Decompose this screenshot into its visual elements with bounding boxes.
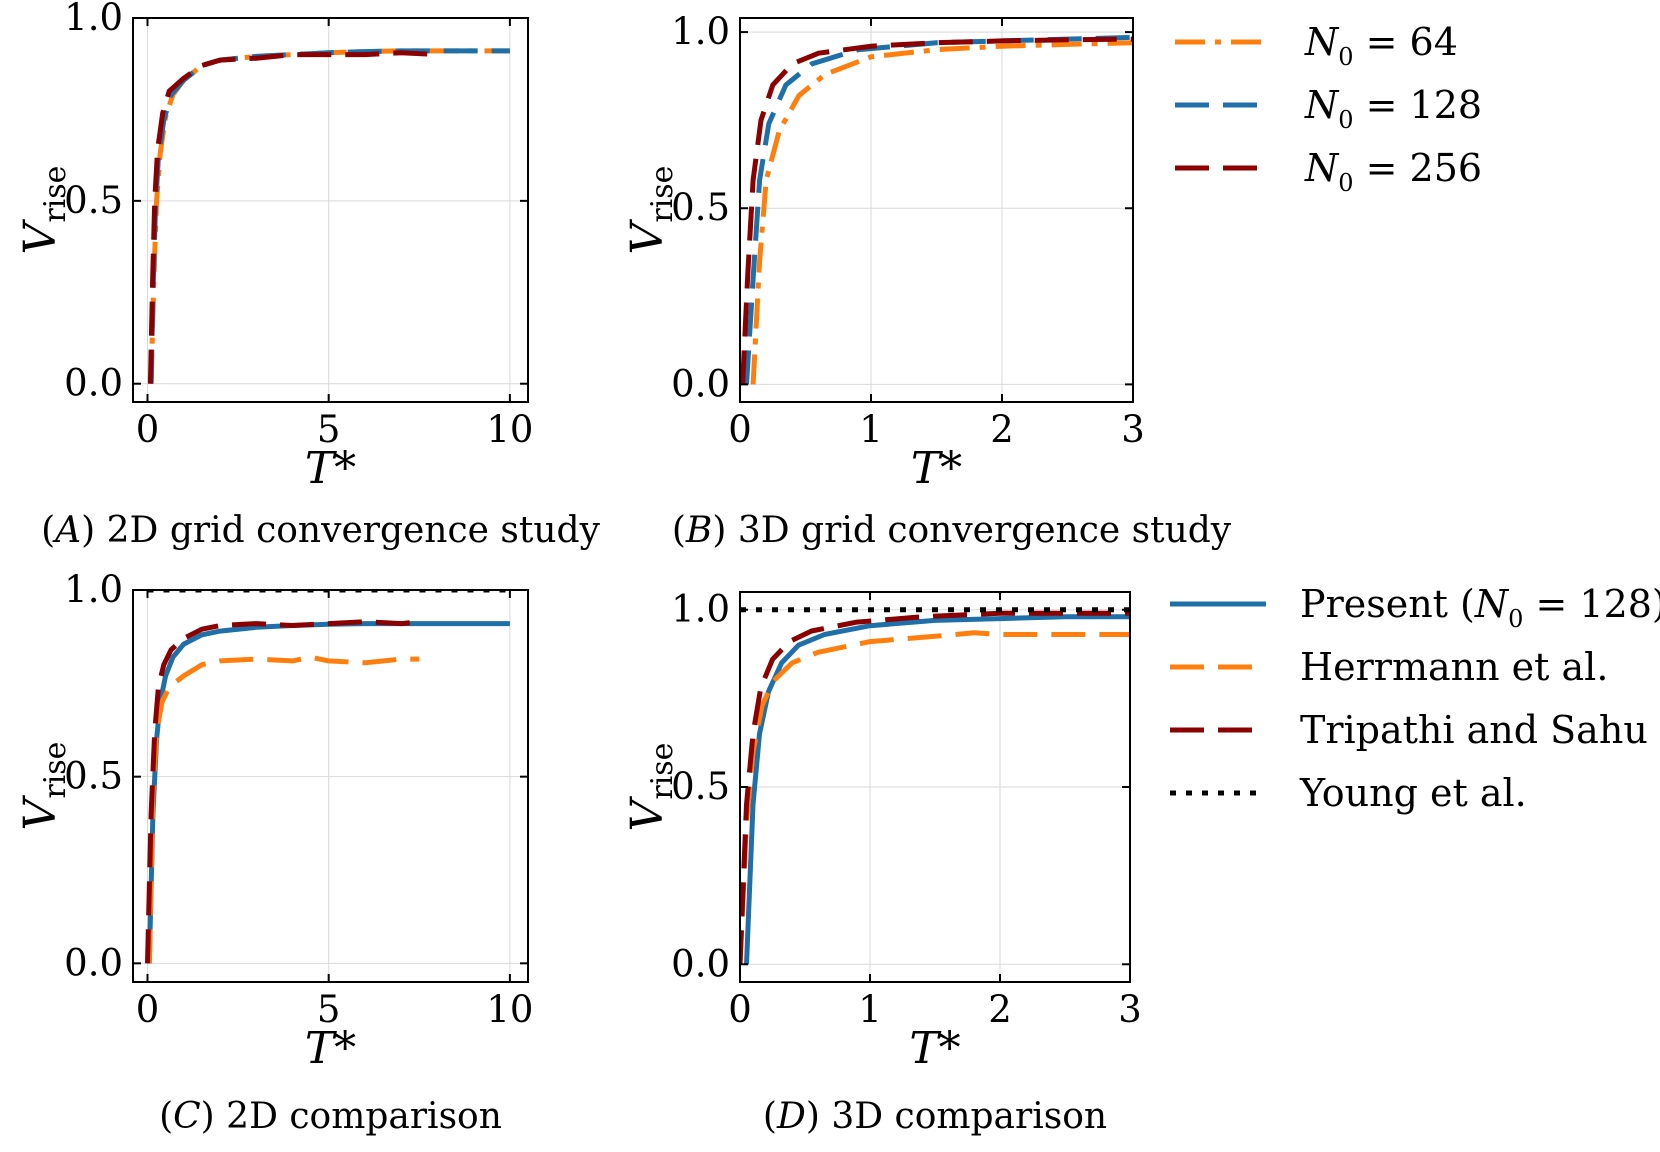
legend-label-N0_128: N0 = 128 <box>1304 83 1482 134</box>
xtick-label: 0 <box>728 408 752 451</box>
series-D-2 <box>740 610 1130 965</box>
ytick-label: 0.5 <box>64 755 123 798</box>
ytick-label: 1.0 <box>671 10 730 53</box>
series-B-2 <box>740 36 1133 385</box>
xtick-label: 2 <box>990 408 1014 451</box>
xtick-label: 3 <box>1121 408 1145 451</box>
caption-D: (D) 3D comparison <box>763 1096 1107 1137</box>
y-axis-label: Vrise <box>15 166 73 255</box>
series-C-0 <box>146 621 510 964</box>
x-axis-label: T* <box>305 443 356 494</box>
xtick-label: 2 <box>988 988 1012 1031</box>
xtick-label: 0 <box>136 408 160 451</box>
ytick-label: 0.5 <box>64 179 123 222</box>
xtick-label: 10 <box>486 408 533 451</box>
panel-B: 0 1 2 3 0.0 0.5 1.0 T* Vrise (B) 3D grid converge… <box>622 10 1232 551</box>
legend-label-N0_64: N0 = 64 <box>1304 20 1458 71</box>
xtick-label: 5 <box>317 988 341 1031</box>
ytick-label: 0.5 <box>671 765 730 808</box>
ytick-label: 0.0 <box>671 362 730 405</box>
axes-frame-C <box>132 589 529 983</box>
series-B-1 <box>744 34 1133 385</box>
xtick-label: 0 <box>728 988 752 1031</box>
panel-A: 0 5 10 0.0 0.5 1.0 T* Vrise (A) 2D grid converge… <box>15 0 601 551</box>
ytick-label: 1.0 <box>64 568 123 611</box>
series-B-0 <box>750 40 1133 385</box>
xtick-label: 3 <box>1118 988 1142 1031</box>
xtick-label: 1 <box>858 988 882 1031</box>
caption-B: (B) 3D grid convergence study <box>672 510 1232 551</box>
axes-frame-A <box>132 17 529 403</box>
xtick-label: 5 <box>317 408 341 451</box>
x-axis-label: T* <box>305 1023 356 1074</box>
caption-A: (A) 2D grid convergence study <box>41 510 600 551</box>
legend-label-herrmann: Herrmann et al. <box>1300 645 1608 689</box>
series-C-2 <box>145 619 420 964</box>
y-axis-label: Vrise <box>15 742 73 831</box>
series-D-1 <box>740 630 1130 965</box>
y-axis-label: Vrise <box>622 166 680 255</box>
series-A-1 <box>148 48 510 384</box>
legend-label-tripathi: Tripathi and Sahu <box>1300 708 1648 752</box>
x-axis-label: T* <box>909 1023 960 1074</box>
series-A-2 <box>147 50 438 384</box>
xtick-label: 10 <box>486 988 533 1031</box>
legend-label-present: Present (N0 = 128) <box>1300 582 1660 633</box>
series-A-0 <box>148 48 510 384</box>
xtick-label: 1 <box>859 408 883 451</box>
panel-D: 0 1 2 3 0.0 0.5 1.0 T* Vrise (D) 3D comparison <box>622 588 1142 1137</box>
legend-label-young: Young et al. <box>1299 771 1527 815</box>
legend-top: N0 = 64 N0 = 128 N0 = 256 <box>1175 20 1482 197</box>
x-axis-label: T* <box>911 443 962 494</box>
ytick-label: 1.0 <box>64 0 123 39</box>
axes-frame-B <box>739 17 1134 403</box>
xtick-label: 0 <box>136 988 160 1031</box>
ytick-label: 0.0 <box>64 941 123 984</box>
y-axis-label: Vrise <box>622 743 680 832</box>
caption-C: (C) 2D comparison <box>159 1096 502 1137</box>
series-D-0 <box>744 614 1130 965</box>
panel-C: 0 5 10 0.0 0.5 1.0 T* Vrise (C) 2D comparison <box>15 568 533 1137</box>
legend-bottom: Present (N0 = 128) Herrmann et al. Tripath… <box>1170 582 1660 815</box>
legend-label-N0_256: N0 = 256 <box>1304 146 1482 197</box>
ytick-label: 1.0 <box>671 588 730 631</box>
series-C-1 <box>146 654 420 964</box>
ytick-label: 0.5 <box>671 186 730 229</box>
ytick-label: 0.0 <box>671 942 730 985</box>
ytick-label: 0.0 <box>64 362 123 405</box>
